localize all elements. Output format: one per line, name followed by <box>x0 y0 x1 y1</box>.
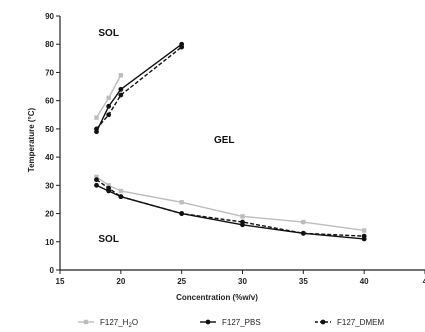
data-point <box>94 129 99 135</box>
legend-marker <box>205 319 211 325</box>
data-point <box>94 115 99 120</box>
series-f127-pbs <box>94 41 367 242</box>
y-axis-title: Temperature (°C) <box>27 107 36 172</box>
data-point <box>179 200 184 205</box>
series-line-upper <box>95 46 183 130</box>
data-point <box>118 188 124 194</box>
y-tick-label: 10 <box>45 238 54 247</box>
series-line-upper <box>95 43 183 133</box>
y-tick-label: 20 <box>45 210 54 219</box>
x-axis-title-group: Concentration (%w/v) <box>176 293 258 302</box>
series-line-lower <box>96 179 365 237</box>
data-point <box>118 86 124 92</box>
x-tick-label: 35 <box>299 277 308 286</box>
data-point <box>361 228 367 233</box>
data-point <box>301 219 306 225</box>
x-tick-label: 20 <box>116 277 125 286</box>
data-point <box>94 177 99 183</box>
region-label: GEL <box>214 135 235 146</box>
y-tick-label: 70 <box>45 68 54 77</box>
x-axis-title: Concentration (%w/v) <box>176 293 258 302</box>
data-series-layer <box>94 41 367 242</box>
data-point <box>94 174 99 180</box>
legend-label: F127_PBS <box>222 318 261 327</box>
legend-marker <box>320 319 326 325</box>
y-tick-label: 50 <box>45 125 54 134</box>
data-point <box>300 230 306 236</box>
y-tick-label: 0 <box>50 266 55 275</box>
chart-axes: 0 10 20 30 40 50 60 70 80 90 15 20 25 30 35 40 4 <box>45 12 425 286</box>
x-tick-label: 40 <box>360 277 369 286</box>
data-point <box>118 194 124 200</box>
y-tick-label: 60 <box>45 97 54 106</box>
data-point <box>106 95 111 101</box>
data-point <box>106 183 111 188</box>
legend-marker <box>83 319 89 325</box>
legend-label: F127_H2O <box>100 318 138 329</box>
data-point <box>179 41 185 47</box>
series-f127-h-o <box>94 73 367 233</box>
data-point <box>106 188 112 194</box>
region-annotations: SOL GEL SOL <box>98 28 234 245</box>
data-point <box>118 73 124 78</box>
region-label: SOL <box>98 234 119 245</box>
data-point <box>106 103 112 109</box>
y-axis-title-group: Temperature (°C) <box>27 107 36 172</box>
y-tick-label: 90 <box>45 12 54 21</box>
data-point <box>240 222 245 228</box>
region-label: SOL <box>98 28 119 39</box>
legend-item: F127_DMEM <box>315 318 384 327</box>
x-tick-label: 15 <box>56 277 65 286</box>
y-tick-label: 40 <box>45 153 54 162</box>
x-tick-label: 30 <box>238 277 247 286</box>
legend-label: F127_DMEM <box>337 318 384 327</box>
data-point <box>94 182 99 188</box>
data-point <box>361 236 367 242</box>
data-point <box>106 112 112 118</box>
x-tick-label: 25 <box>177 277 186 286</box>
y-tick-label: 80 <box>45 40 54 49</box>
data-point <box>240 214 245 219</box>
chart-legend: F127_H2O F127_PBS F127_DMEM <box>78 318 384 329</box>
x-tick-label: 4 <box>423 277 425 286</box>
legend-item: F127_H2O <box>78 318 138 329</box>
data-point <box>179 211 185 216</box>
y-tick-label: 30 <box>45 181 54 190</box>
data-point <box>118 92 124 98</box>
legend-item: F127_PBS <box>200 318 261 327</box>
